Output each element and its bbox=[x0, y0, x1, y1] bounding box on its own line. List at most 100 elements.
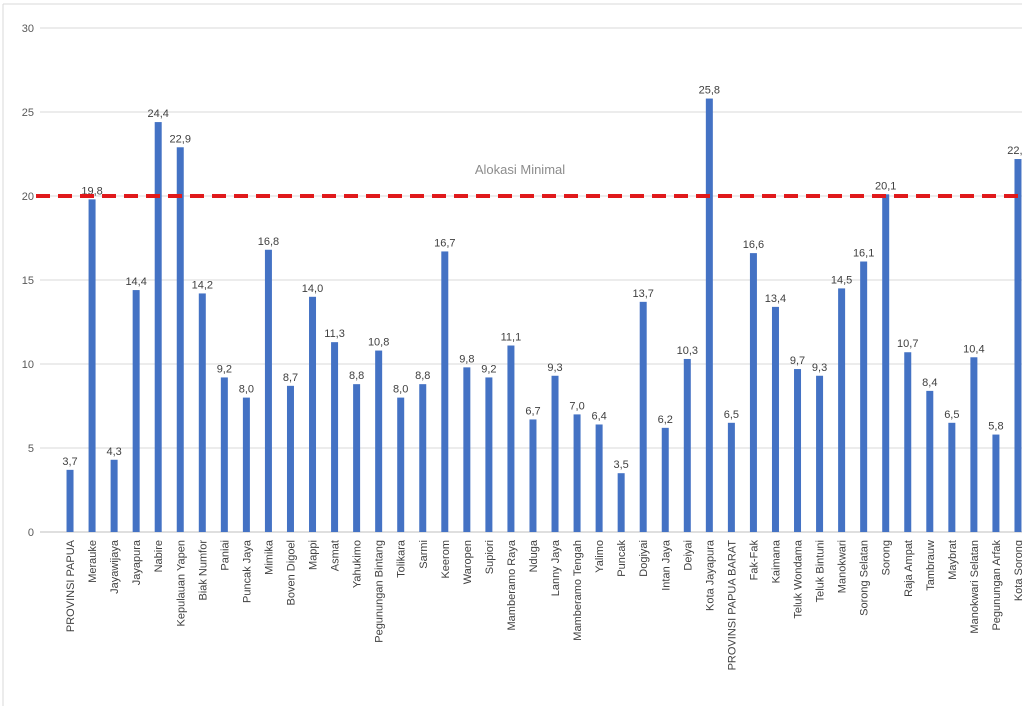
data-label: 10,8 bbox=[368, 337, 389, 349]
x-tick-label: Nduga bbox=[528, 539, 540, 572]
bar bbox=[132, 290, 140, 532]
x-tick-label: Teluk Wondama bbox=[793, 539, 805, 619]
bar bbox=[617, 473, 625, 532]
x-tick-label: Dogiyai bbox=[638, 540, 650, 577]
y-tick-label: 30 bbox=[22, 23, 34, 35]
x-tick-label: Kepulauan Yapen bbox=[175, 540, 187, 626]
x-tick-label: Kota Sorong bbox=[1013, 540, 1022, 601]
x-tick-label: Intan Jaya bbox=[660, 539, 672, 591]
bar bbox=[639, 301, 647, 532]
bar bbox=[529, 419, 537, 532]
data-labels: 3,719,84,314,424,422,914,29,28,016,88,71… bbox=[62, 85, 1022, 472]
y-tick-label: 5 bbox=[28, 443, 34, 455]
y-tick-label: 20 bbox=[22, 191, 34, 203]
x-tick-label: Jayawijaya bbox=[109, 539, 121, 594]
data-label: 9,7 bbox=[790, 355, 805, 367]
bar bbox=[992, 434, 1000, 532]
x-tick-label: Puncak Jaya bbox=[241, 539, 253, 603]
data-label: 16,8 bbox=[258, 236, 279, 248]
bar bbox=[441, 251, 449, 532]
x-tick-label: Mamberamo Raya bbox=[506, 539, 518, 630]
bar bbox=[286, 385, 294, 532]
x-tick-label: Asmat bbox=[330, 540, 342, 571]
x-tick-label: Pegunungan Bintang bbox=[374, 540, 386, 643]
bar bbox=[88, 199, 96, 533]
x-tick-label: Raja Ampat bbox=[903, 540, 915, 597]
x-tick-label: Pegunungan Arfak bbox=[991, 540, 1003, 631]
bar bbox=[176, 147, 184, 532]
data-label: 14,4 bbox=[125, 276, 146, 288]
data-label: 20,1 bbox=[875, 180, 896, 192]
x-tick-label: Keerom bbox=[440, 540, 452, 579]
x-tick-label: Waropen bbox=[462, 540, 474, 584]
data-label: 16,6 bbox=[743, 239, 764, 251]
data-label: 3,7 bbox=[62, 456, 77, 468]
bar bbox=[705, 98, 713, 532]
data-label: 9,8 bbox=[459, 353, 474, 365]
x-tick-label: Lanny Jaya bbox=[550, 539, 562, 596]
y-tick-label: 15 bbox=[22, 275, 34, 287]
bar bbox=[309, 296, 317, 532]
x-tick-label: Maybrat bbox=[947, 540, 959, 580]
data-label: 9,3 bbox=[812, 362, 827, 374]
bar bbox=[1014, 159, 1022, 533]
x-tick-label: Paniai bbox=[219, 540, 231, 571]
bar bbox=[507, 345, 515, 532]
bar bbox=[904, 352, 912, 532]
bar bbox=[264, 249, 272, 532]
x-tick-label: Supiori bbox=[484, 540, 496, 574]
x-tick-label: Tolikara bbox=[396, 539, 408, 578]
bar bbox=[353, 384, 361, 532]
data-label: 6,7 bbox=[525, 405, 540, 417]
y-tick-label: 25 bbox=[22, 107, 34, 119]
y-axis: 0 5 10 15 20 25 30 bbox=[22, 23, 34, 539]
reference-line-label: Alokasi Minimal bbox=[475, 162, 565, 177]
bar bbox=[860, 261, 868, 532]
data-label: 22,9 bbox=[170, 133, 191, 145]
bar bbox=[926, 390, 934, 532]
data-label: 11,1 bbox=[501, 332, 522, 344]
x-tick-label: Mamberamo Tengah bbox=[572, 540, 584, 641]
bar bbox=[683, 358, 691, 532]
bar bbox=[771, 306, 779, 532]
data-label: 11,3 bbox=[324, 328, 345, 340]
x-tick-label: Sarmi bbox=[418, 540, 430, 569]
bar bbox=[882, 194, 890, 532]
data-label: 8,7 bbox=[283, 372, 298, 384]
bar bbox=[331, 342, 339, 532]
data-label: 6,2 bbox=[658, 414, 673, 426]
x-tick-label: Deiyai bbox=[682, 540, 694, 571]
x-tick-label: Sorong bbox=[881, 540, 893, 575]
bar bbox=[661, 427, 669, 532]
x-tick-label: Puncak bbox=[616, 540, 628, 577]
data-label: 10,4 bbox=[963, 343, 984, 355]
x-tick-label: Biak Numfor bbox=[197, 540, 209, 601]
x-tick-label: Tambrauw bbox=[925, 540, 937, 591]
data-label: 8,0 bbox=[239, 384, 254, 396]
data-label: 16,1 bbox=[853, 248, 874, 260]
bar bbox=[66, 469, 74, 532]
data-label: 10,3 bbox=[677, 345, 698, 357]
x-axis: PROVINSI PAPUA Merauke Jayawijaya Jayapura N… bbox=[65, 539, 1022, 670]
y-tick-label: 0 bbox=[28, 527, 34, 539]
x-tick-label: PROVINSI PAPUA BARAT bbox=[726, 540, 738, 671]
bar bbox=[419, 384, 427, 532]
data-label: 10,7 bbox=[897, 338, 918, 350]
data-label: 6,5 bbox=[724, 409, 739, 421]
x-tick-label: Merauke bbox=[87, 540, 99, 583]
x-tick-label: Kota Jayapura bbox=[704, 539, 716, 611]
x-tick-label: Sorong Selatan bbox=[859, 540, 871, 616]
data-label: 6,4 bbox=[591, 410, 606, 422]
bar bbox=[794, 369, 802, 532]
data-label: 13,7 bbox=[632, 288, 653, 300]
bar bbox=[485, 377, 493, 532]
data-label: 9,3 bbox=[547, 362, 562, 374]
x-tick-label: Boven Digoel bbox=[285, 540, 297, 605]
x-tick-label: PROVINSI PAPUA bbox=[65, 539, 77, 632]
data-label: 3,5 bbox=[614, 459, 629, 471]
bar bbox=[110, 459, 118, 532]
x-tick-label: Kaimana bbox=[770, 539, 782, 583]
data-label: 7,0 bbox=[569, 400, 584, 412]
x-tick-label: Teluk Bintuni bbox=[815, 540, 827, 602]
bar bbox=[948, 422, 956, 532]
